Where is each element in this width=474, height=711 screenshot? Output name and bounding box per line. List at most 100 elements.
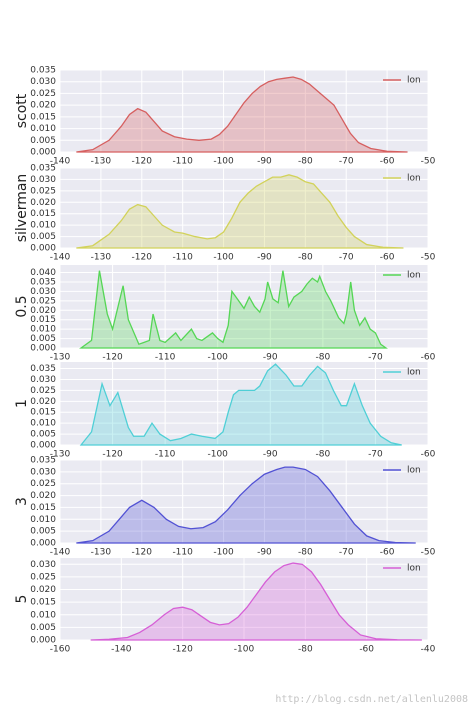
x-tick-label: -90 <box>257 548 272 558</box>
x-tick-label: -120 <box>132 253 153 263</box>
y-tick-label: 0.005 <box>30 136 56 146</box>
y-tick-label: 0.000 <box>30 636 56 646</box>
subplot: 0.0000.0050.0100.0150.0200.0250.0300.035… <box>14 265 436 363</box>
y-tick-label: 0.020 <box>30 101 56 111</box>
x-tick-label: -130 <box>50 353 71 363</box>
x-tick-label: -100 <box>213 548 234 558</box>
x-tick-label: -110 <box>155 353 176 363</box>
density-area <box>76 174 404 249</box>
x-tick-label: -50 <box>421 253 436 263</box>
x-tick-label: -120 <box>172 645 193 655</box>
y-tick-label: 0.000 <box>30 441 56 451</box>
x-tick-label: -70 <box>368 353 383 363</box>
watermark: http://blog.csdn.net/allenlu2008 <box>275 694 468 705</box>
y-tick-label: 0.010 <box>30 610 56 620</box>
y-tick-label: 0.030 <box>30 375 56 385</box>
x-tick-label: -120 <box>132 548 153 558</box>
y-tick-label: 0.015 <box>30 315 56 325</box>
y-tick-label: 0.015 <box>30 209 56 219</box>
x-tick-label: -110 <box>172 253 193 263</box>
y-tick-label: 0.005 <box>30 527 56 537</box>
x-tick-label: -110 <box>172 548 193 558</box>
density-area <box>79 270 388 349</box>
y-tick-label: 0.025 <box>30 296 56 306</box>
x-tick-label: -90 <box>263 450 278 460</box>
x-tick-label: -140 <box>111 645 132 655</box>
x-tick-label: -70 <box>339 548 354 558</box>
y-tick-label: 0.020 <box>30 397 56 407</box>
y-tick-label: 0.025 <box>30 186 56 196</box>
y-tick-label: 0.020 <box>30 585 56 595</box>
y-axis-label: 1 <box>14 399 30 408</box>
legend-label: lon <box>407 368 421 378</box>
x-tick-label: -60 <box>421 450 436 460</box>
y-tick-label: 0.030 <box>30 77 56 87</box>
y-tick-label: 0.025 <box>30 479 56 489</box>
y-axis-label: 3 <box>14 497 30 506</box>
x-tick-label: -80 <box>316 450 331 460</box>
x-tick-label: -130 <box>91 157 112 167</box>
x-tick-label: -100 <box>207 450 228 460</box>
y-tick-label: 0.010 <box>30 515 56 525</box>
y-tick-label: 0.000 <box>30 244 56 254</box>
y-tick-label: 0.035 <box>30 277 56 287</box>
y-tick-label: 0.000 <box>30 344 56 354</box>
y-tick-label: 0.035 <box>30 66 56 76</box>
y-axis-label: scott <box>14 93 30 128</box>
x-tick-label: -100 <box>234 645 255 655</box>
x-tick-label: -70 <box>368 450 383 460</box>
y-tick-label: 0.035 <box>30 364 56 374</box>
legend-label: lon <box>407 174 421 184</box>
y-tick-label: 0.015 <box>30 408 56 418</box>
y-tick-label: 0.020 <box>30 198 56 208</box>
y-tick-label: 0.015 <box>30 598 56 608</box>
x-tick-label: -160 <box>50 645 71 655</box>
x-tick-label: -100 <box>207 353 228 363</box>
y-axis-label: 5 <box>14 595 30 604</box>
y-axis-label: 0.5 <box>14 295 30 317</box>
y-tick-label: 0.005 <box>30 232 56 242</box>
x-tick-label: -50 <box>421 548 436 558</box>
y-tick-label: 0.025 <box>30 89 56 99</box>
subplot: 0.0000.0050.0100.0150.0200.0250.0300.035… <box>14 164 436 263</box>
y-tick-label: 0.015 <box>30 112 56 122</box>
y-tick-label: 0.005 <box>30 623 56 633</box>
x-tick-label: -140 <box>50 548 71 558</box>
x-tick-label: -60 <box>380 548 395 558</box>
plot-background <box>60 460 428 543</box>
y-tick-label: 0.000 <box>30 539 56 549</box>
legend-label: lon <box>407 271 421 281</box>
plot-background <box>60 70 428 152</box>
x-tick-label: -80 <box>298 645 313 655</box>
y-tick-label: 0.030 <box>30 467 56 477</box>
y-tick-label: 0.030 <box>30 560 56 570</box>
x-tick-label: -60 <box>421 353 436 363</box>
subplot: 0.0000.0050.0100.0150.0200.0250.0300.035… <box>14 456 436 558</box>
subplot: 0.0000.0050.0100.0150.0200.0250.0300.035… <box>14 362 436 460</box>
legend-label: lon <box>407 564 421 574</box>
x-tick-label: -70 <box>339 157 354 167</box>
y-tick-label: 0.025 <box>30 386 56 396</box>
density-area <box>76 76 408 153</box>
y-tick-label: 0.010 <box>30 221 56 231</box>
x-tick-label: -80 <box>298 253 313 263</box>
x-tick-label: -70 <box>339 253 354 263</box>
y-tick-label: 0.030 <box>30 287 56 297</box>
y-tick-label: 0.005 <box>30 334 56 344</box>
y-tick-label: 0.035 <box>30 164 56 174</box>
y-axis-label: silverman <box>14 174 30 243</box>
density-area <box>90 562 422 641</box>
y-tick-label: 0.000 <box>30 148 56 158</box>
x-tick-label: -80 <box>316 353 331 363</box>
y-tick-label: 0.040 <box>30 268 56 278</box>
x-tick-label: -120 <box>132 157 153 167</box>
x-tick-label: -110 <box>155 450 176 460</box>
x-tick-label: -80 <box>298 548 313 558</box>
subplot: 0.000 0.005 0.010 0.015 0.020 0.025 0.030 -160 -… <box>14 558 436 655</box>
x-tick-label: -100 <box>213 253 234 263</box>
x-tick-label: -60 <box>380 253 395 263</box>
x-tick-label: -120 <box>102 450 123 460</box>
x-tick-label: -100 <box>213 157 234 167</box>
x-tick-label: -130 <box>91 253 112 263</box>
x-tick-label: -140 <box>50 157 71 167</box>
